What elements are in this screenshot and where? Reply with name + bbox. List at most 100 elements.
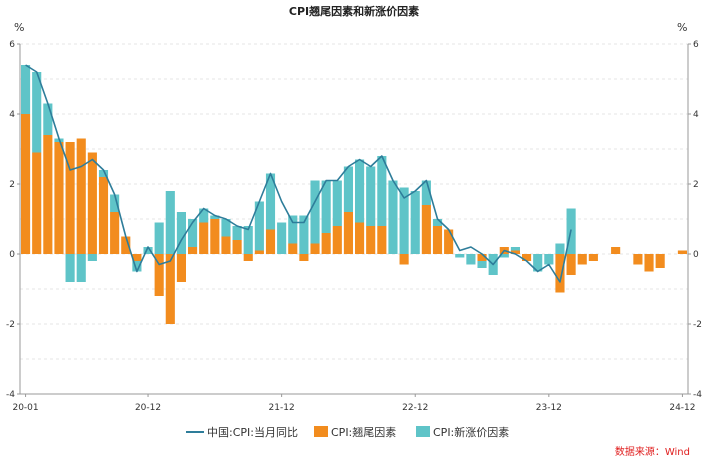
y-tick-label-left: 0 xyxy=(9,250,15,260)
bar-new-price xyxy=(510,247,520,251)
bar-carryover xyxy=(32,152,42,254)
bar-new-price xyxy=(232,226,242,240)
bar-carryover xyxy=(366,226,376,254)
bar-new-price xyxy=(132,261,142,272)
bar-new-price xyxy=(555,243,565,254)
bar-new-price xyxy=(477,261,487,268)
bar-new-price xyxy=(455,254,465,258)
bar-new-price xyxy=(466,254,476,265)
bar-carryover xyxy=(444,229,454,254)
bar-carryover xyxy=(254,250,264,254)
bar-carryover xyxy=(132,254,142,261)
bar-new-price xyxy=(243,226,253,254)
bar-carryover xyxy=(43,135,53,254)
bar-carryover xyxy=(477,254,487,261)
bar-new-price xyxy=(110,194,120,212)
y-tick-label-left: 2 xyxy=(9,180,15,190)
bar-new-price xyxy=(143,247,153,254)
y-tick-label-left: 4 xyxy=(9,110,15,120)
bar-carryover xyxy=(566,254,576,275)
bar-new-price xyxy=(188,219,198,247)
bar-carryover xyxy=(399,254,409,265)
y-tick-label-left: -4 xyxy=(6,390,15,400)
x-tick-label: 23-12 xyxy=(536,403,562,413)
bar-carryover xyxy=(243,254,253,261)
bar-new-price xyxy=(176,212,186,254)
bar-new-price xyxy=(32,72,42,153)
bar-carryover xyxy=(76,138,86,254)
y-tick-label-right: -2 xyxy=(693,320,702,330)
bar-carryover xyxy=(210,219,220,254)
source-note: 数据来源：Wind xyxy=(615,445,690,458)
x-axis-ticks: 20-01 20-12 21-12 22-12 23-12 24-12 xyxy=(12,394,696,413)
y-tick-label-right: 4 xyxy=(693,110,699,120)
bar-new-price xyxy=(87,254,97,261)
legend-label-cpi-yoy: 中国:CPI:当月同比 xyxy=(207,425,298,439)
legend-label-carryover: CPI:翘尾因素 xyxy=(331,426,396,439)
legend-item-cpi-yoy: 中国:CPI:当月同比 xyxy=(186,425,298,439)
bar-carryover xyxy=(421,205,431,254)
bar-new-price xyxy=(332,180,342,226)
bar-carryover xyxy=(21,114,31,254)
bar-carryover xyxy=(555,254,565,293)
bar-carryover xyxy=(221,236,231,254)
legend-swatch-carryover xyxy=(314,426,328,437)
bar-new-price xyxy=(377,156,387,226)
bar-new-price xyxy=(210,215,220,219)
bar-carryover xyxy=(577,254,587,265)
bar-carryover xyxy=(165,254,175,324)
bar-carryover xyxy=(288,243,298,254)
x-tick-label: 20-01 xyxy=(12,403,38,413)
line-series xyxy=(25,64,572,283)
legend-item-new-price: CPI:新涨价因素 xyxy=(416,425,509,439)
bar-carryover xyxy=(611,247,621,254)
bar-new-price xyxy=(321,180,331,233)
bar-new-price xyxy=(299,215,309,254)
bar-new-price xyxy=(98,170,109,177)
bar-new-price xyxy=(21,65,31,114)
bar-new-price xyxy=(533,254,543,272)
bar-carryover xyxy=(432,226,443,254)
bar-carryover xyxy=(176,254,186,282)
x-tick-label: 20-12 xyxy=(135,403,161,413)
bar-new-price xyxy=(499,254,509,258)
bar-new-price xyxy=(221,219,231,237)
y-tick-label-right: -4 xyxy=(693,390,702,400)
legend-swatch-new-price xyxy=(416,426,430,437)
x-tick-label: 22-12 xyxy=(402,403,428,413)
bar-carryover xyxy=(199,222,209,254)
bar-new-price xyxy=(288,215,298,244)
y-tick-label-right: 2 xyxy=(693,180,699,190)
left-unit-label: % xyxy=(14,21,24,34)
bar-carryover xyxy=(321,233,331,254)
bar-carryover xyxy=(588,254,598,261)
bar-carryover xyxy=(188,247,198,254)
bar-carryover xyxy=(121,236,131,254)
bar-carryover xyxy=(87,152,97,254)
bar-new-price xyxy=(366,166,376,226)
bar-new-price xyxy=(154,222,164,254)
bar-carryover xyxy=(655,254,665,268)
y-tick-label-left: 6 xyxy=(9,40,15,50)
bar-carryover xyxy=(299,254,309,261)
bar-new-price xyxy=(43,103,53,135)
line-cpi-yoy xyxy=(25,64,572,283)
bar-new-price xyxy=(277,222,287,254)
bar-new-price xyxy=(388,180,398,254)
bar-carryover xyxy=(65,142,75,254)
bar-new-price xyxy=(76,254,86,282)
y-tick-label-left: -2 xyxy=(6,320,15,330)
bar-carryover xyxy=(110,212,120,254)
grid-lines xyxy=(20,43,688,395)
bar-carryover xyxy=(377,226,387,254)
bar-carryover xyxy=(644,254,654,272)
bar-new-price xyxy=(421,180,431,205)
y-axis-ticks: -4 -4 -2 -2 0 0 2 2 4 4 6 6 xyxy=(6,40,702,400)
bar-carryover xyxy=(265,229,276,254)
bar-carryover xyxy=(332,226,342,254)
bar-new-price xyxy=(199,208,209,223)
bar-carryover xyxy=(154,254,164,296)
bar-carryover xyxy=(355,222,365,254)
bar-new-price xyxy=(399,187,409,254)
